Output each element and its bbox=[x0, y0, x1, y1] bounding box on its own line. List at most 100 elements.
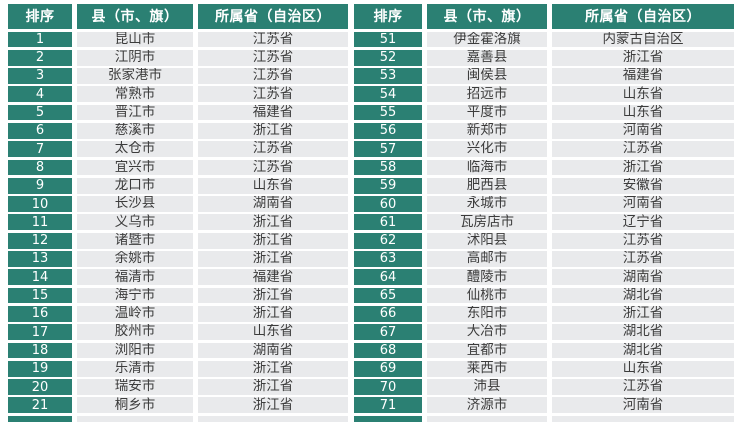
rank-cell: 59 bbox=[354, 177, 422, 194]
ranking-table-right: 排序 县（市、旗） 所属省（自治区） 51 伊金霍洛旗 内蒙古自治区 52 嘉善县 浙江省 53 闽… bbox=[354, 4, 734, 422]
province-cell: 浙江省 bbox=[198, 251, 348, 267]
county-cell: 太仓市 bbox=[77, 141, 193, 158]
county-cell bbox=[77, 415, 193, 422]
table-row: 61 瓦房店市 辽宁省 bbox=[354, 214, 734, 231]
province-cell bbox=[198, 415, 348, 422]
province-cell: 浙江省 bbox=[198, 379, 348, 395]
rank-cell: 53 bbox=[354, 68, 422, 84]
rank-cell: 8 bbox=[8, 159, 72, 176]
province-cell: 湖南省 bbox=[552, 269, 734, 286]
province-cell: 内蒙古自治区 bbox=[552, 31, 734, 48]
county-cell: 张家港市 bbox=[77, 68, 193, 84]
province-cell: 江苏省 bbox=[198, 49, 348, 66]
province-cell: 福建省 bbox=[198, 269, 348, 286]
rank-cell: 17 bbox=[8, 324, 72, 341]
table-row: 16 温岭市 浙江省 bbox=[8, 305, 348, 322]
county-cell: 福清市 bbox=[77, 269, 193, 286]
header-row: 排序 县（市、旗） 所属省（自治区） bbox=[354, 4, 734, 29]
county-cell: 永城市 bbox=[427, 196, 547, 212]
rank-cell: 52 bbox=[354, 49, 422, 66]
rank-cell: 65 bbox=[354, 287, 422, 304]
county-cell: 济源市 bbox=[427, 397, 547, 414]
county-cell: 高邮市 bbox=[427, 251, 547, 267]
table-row: 54 招远市 山东省 bbox=[354, 86, 734, 103]
province-cell: 浙江省 bbox=[198, 214, 348, 231]
province-cell: 浙江省 bbox=[198, 305, 348, 322]
province-cell: 河南省 bbox=[552, 397, 734, 414]
rank-cell: 14 bbox=[8, 269, 72, 286]
province-cell: 浙江省 bbox=[198, 287, 348, 304]
province-cell: 湖北省 bbox=[552, 287, 734, 304]
table-row: 56 新郑市 河南省 bbox=[354, 122, 734, 139]
rank-cell: 5 bbox=[8, 104, 72, 121]
rank-cell: 21 bbox=[8, 397, 72, 414]
county-cell: 江阴市 bbox=[77, 49, 193, 66]
county-cell: 昆山市 bbox=[77, 31, 193, 48]
county-cell bbox=[427, 415, 547, 422]
table-row: 10 长沙县 湖南省 bbox=[8, 196, 348, 212]
table-row: 60 永城市 河南省 bbox=[354, 196, 734, 212]
rank-cell bbox=[354, 415, 422, 422]
county-cell: 宜都市 bbox=[427, 342, 547, 359]
county-cell: 义乌市 bbox=[77, 214, 193, 231]
rank-cell: 56 bbox=[354, 122, 422, 139]
table-row: 64 醴陵市 湖南省 bbox=[354, 269, 734, 286]
rank-cell: 11 bbox=[8, 214, 72, 231]
rank-cell: 58 bbox=[354, 159, 422, 176]
province-cell: 浙江省 bbox=[552, 159, 734, 176]
province-cell: 湖北省 bbox=[552, 324, 734, 341]
province-cell: 江苏省 bbox=[198, 68, 348, 84]
rank-cell: 1 bbox=[8, 31, 72, 48]
province-cell: 江苏省 bbox=[552, 141, 734, 158]
table-row: 2 江阴市 江苏省 bbox=[8, 49, 348, 66]
province-cell: 江苏省 bbox=[552, 379, 734, 395]
county-cell: 仙桃市 bbox=[427, 287, 547, 304]
table-row: 12 诸暨市 浙江省 bbox=[8, 232, 348, 249]
table-row: 71 济源市 河南省 bbox=[354, 397, 734, 414]
rank-cell: 62 bbox=[354, 232, 422, 249]
county-cell: 乐清市 bbox=[77, 360, 193, 377]
county-cell: 诸暨市 bbox=[77, 232, 193, 249]
province-cell: 湖北省 bbox=[552, 342, 734, 359]
ranking-table-left: 排序 县（市、旗） 所属省（自治区） 1 昆山市 江苏省 2 江阴市 江苏省 3 张家港市 江苏省 4 常… bbox=[8, 4, 348, 422]
header-cell-county: 县（市、旗） bbox=[77, 4, 193, 29]
table-row: 68 宜都市 湖北省 bbox=[354, 342, 734, 359]
table-row: 59 肥西县 安徽省 bbox=[354, 177, 734, 194]
province-cell: 安徽省 bbox=[552, 177, 734, 194]
rank-cell: 67 bbox=[354, 324, 422, 341]
table-row: 4 常熟市 江苏省 bbox=[8, 86, 348, 103]
table-row: 55 平度市 山东省 bbox=[354, 104, 734, 121]
rank-cell bbox=[8, 415, 72, 422]
rank-cell: 7 bbox=[8, 141, 72, 158]
table-row: 6 慈溪市 浙江省 bbox=[8, 122, 348, 139]
county-cell: 胶州市 bbox=[77, 324, 193, 341]
table-row: 19 乐清市 浙江省 bbox=[8, 360, 348, 377]
province-cell: 湖南省 bbox=[198, 196, 348, 212]
header-cell-rank: 排序 bbox=[354, 4, 422, 29]
province-cell: 山东省 bbox=[552, 86, 734, 103]
rank-cell: 6 bbox=[8, 122, 72, 139]
table-row: 7 太仓市 江苏省 bbox=[8, 141, 348, 158]
province-cell: 江苏省 bbox=[198, 159, 348, 176]
rank-cell: 12 bbox=[8, 232, 72, 249]
county-cell: 闽侯县 bbox=[427, 68, 547, 84]
county-cell: 临海市 bbox=[427, 159, 547, 176]
county-cell: 温岭市 bbox=[77, 305, 193, 322]
table-row: 62 沭阳县 江苏省 bbox=[354, 232, 734, 249]
province-cell: 江苏省 bbox=[552, 232, 734, 249]
table-row: 58 临海市 浙江省 bbox=[354, 159, 734, 176]
rank-cell: 68 bbox=[354, 342, 422, 359]
province-cell: 浙江省 bbox=[198, 232, 348, 249]
county-cell: 沭阳县 bbox=[427, 232, 547, 249]
rank-cell: 3 bbox=[8, 68, 72, 84]
province-cell: 江苏省 bbox=[198, 141, 348, 158]
province-cell: 湖南省 bbox=[198, 342, 348, 359]
county-cell: 招远市 bbox=[427, 86, 547, 103]
table-row: 66 东阳市 浙江省 bbox=[354, 305, 734, 322]
header-cell-province: 所属省（自治区） bbox=[552, 4, 734, 29]
rank-cell: 10 bbox=[8, 196, 72, 212]
county-cell: 龙口市 bbox=[77, 177, 193, 194]
table-row: 70 沛县 江苏省 bbox=[354, 379, 734, 395]
county-cell: 瓦房店市 bbox=[427, 214, 547, 231]
province-cell: 河南省 bbox=[552, 196, 734, 212]
